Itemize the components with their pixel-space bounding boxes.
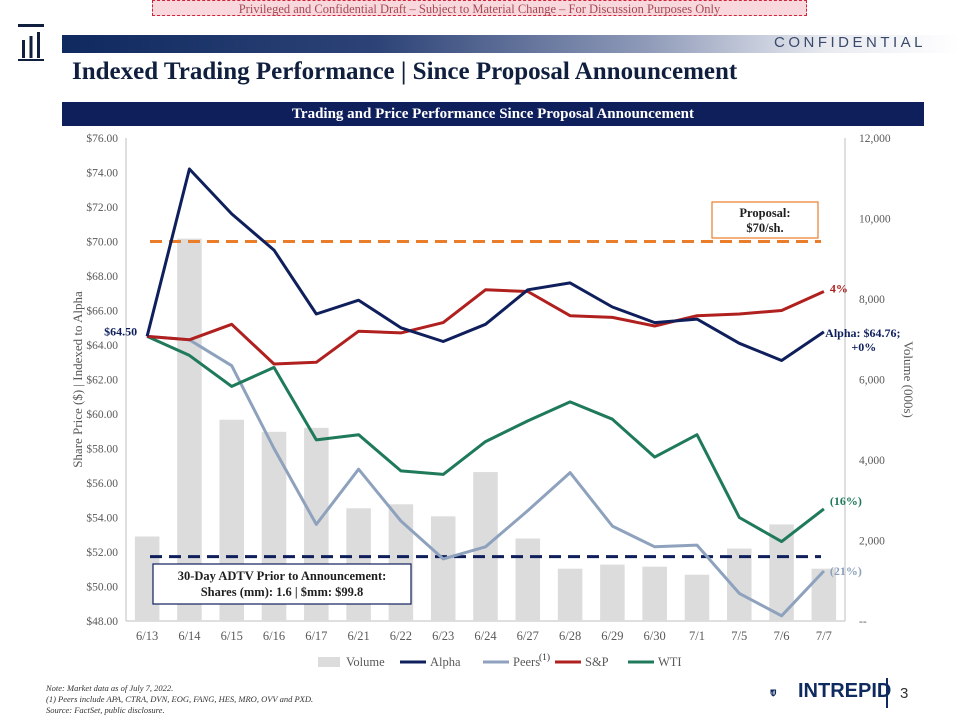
x-tick-label: 6/27	[517, 629, 539, 643]
footnotes: Note: Market data as of July 7, 2022. (1…	[46, 683, 313, 716]
confidential-label: CONFIDENTIAL	[773, 34, 926, 51]
adtv-title: 30-Day ADTV Prior to Announcement:	[178, 569, 387, 583]
chart-legend: Volume Alpha Peers S&P WTI (1)	[318, 652, 682, 669]
section-header: Trading and Price Performance Since Prop…	[62, 102, 924, 126]
x-tick-label: 6/14	[178, 629, 201, 643]
legend-wti-label: WTI	[658, 655, 682, 669]
y-right-tick-label: 10,000	[859, 214, 891, 226]
alpha-end-change: +0%	[851, 340, 876, 354]
sp-line	[146, 288, 825, 366]
x-tick-label: 6/16	[263, 629, 285, 643]
brand-divider	[886, 678, 888, 708]
x-tick-label: 7/1	[689, 629, 705, 643]
y-right-tick-label: 6,000	[859, 375, 885, 387]
proposal-callout-box	[711, 201, 819, 239]
y-left-tick-label: $48.00	[86, 615, 118, 628]
x-tick-label: 7/5	[731, 629, 747, 643]
volume-bar	[557, 568, 583, 621]
legend-peers-label: Peers	[513, 655, 540, 669]
x-tick-label: 6/17	[305, 629, 327, 643]
y-right-tick-label: 4,000	[859, 455, 885, 467]
volume-bar	[600, 564, 625, 621]
x-tick-label: 6/13	[136, 629, 158, 643]
page-title: Indexed Trading Performance | Since Prop…	[72, 58, 738, 85]
legend-volume-swatch	[318, 657, 340, 667]
y-left-tick-label: $64.00	[86, 339, 118, 352]
alpha-end-label: Alpha: $64.76;	[825, 326, 900, 340]
x-tick-label: 6/21	[348, 629, 370, 643]
logo-mark-icon	[18, 24, 44, 61]
legend-peers-footnote: (1)	[539, 652, 550, 663]
volume-bar	[515, 538, 541, 621]
series-lines	[145, 167, 825, 618]
draft-banner: Privileged and Confidential Draft – Subj…	[152, 0, 807, 16]
y-left-tick-label: $76.00	[86, 132, 118, 145]
reference-lines	[150, 240, 821, 559]
y-left-tick-label: $60.00	[86, 408, 118, 421]
y-left-tick-label: $54.00	[86, 512, 118, 525]
y-left-tick-label: $58.00	[86, 443, 118, 456]
y-left-tick-label: $74.00	[86, 167, 118, 180]
x-tick-label: 6/30	[644, 629, 666, 643]
x-tick-label: 6/23	[432, 629, 454, 643]
legend-alpha-label: Alpha	[430, 655, 461, 669]
intrepid-logo-icon	[770, 689, 777, 697]
volume-bar	[684, 574, 710, 621]
x-tick-label: 6/15	[221, 629, 243, 643]
axes: $48.00 $50.00 $52.00 $54.00 $56.00 $58.00 $60.…	[70, 132, 916, 643]
y-right-axis-title: Volume (000s)	[901, 341, 916, 418]
y-left-tick-label: $50.00	[86, 581, 118, 594]
footnote-source: Source: FactSet, public disclosure.	[46, 705, 165, 715]
proposal-value: $70/sh.	[746, 221, 783, 235]
y-left-tick-label: $56.00	[86, 477, 118, 490]
adtv-callout-box	[152, 563, 412, 605]
header-gradient-bar	[62, 35, 960, 53]
y-right-tick-label: 8,000	[859, 294, 885, 306]
volume-bar	[811, 568, 837, 621]
x-tick-label: 7/7	[816, 629, 832, 643]
alpha-line	[145, 167, 825, 362]
x-tick-label: 6/22	[390, 629, 412, 643]
legend-volume-label: Volume	[346, 655, 385, 669]
peers-end-label: (21%)	[830, 564, 862, 578]
y-left-tick-label: $68.00	[86, 270, 118, 283]
sp-end-label: 4%	[830, 282, 848, 296]
x-tick-label: 6/24	[474, 629, 497, 643]
proposal-label: Proposal:	[739, 206, 790, 220]
x-tick-label: 7/6	[774, 629, 790, 643]
y-left-tick-label: $62.00	[86, 374, 118, 387]
annotations: $64.50 Proposal:$70/sh. 4% Alpha: $64.76;+0…	[104, 201, 901, 605]
adtv-values: Shares (mm): 1.6 | $mm: $99.8	[201, 585, 364, 599]
start-value-label: $64.50	[104, 324, 137, 338]
y-right-tick-label: 2,000	[859, 536, 885, 548]
brand-name: INTREPID	[798, 680, 892, 702]
peers-line	[146, 334, 825, 618]
volume-bar	[642, 566, 667, 621]
legend-sp-label: S&P	[585, 655, 609, 669]
trading-performance-chart: $48.00 $50.00 $52.00 $54.00 $56.00 $58.00 $60.…	[70, 132, 916, 669]
y-right-tick-label: 12,000	[859, 133, 891, 145]
y-left-tick-label: $72.00	[86, 201, 118, 214]
wti-line	[146, 335, 825, 544]
volume-bar	[430, 516, 456, 621]
y-left-axis-title: Share Price ($) | Indexed to Alpha	[70, 291, 85, 468]
x-tick-label: 6/29	[601, 629, 623, 643]
footnote-note: Note: Market data as of July 7, 2022.	[46, 683, 174, 693]
wti-end-label: (16%)	[830, 494, 862, 508]
footnote-peers: (1) Peers include APA, CTRA, DVN, EOG, F…	[46, 694, 314, 704]
page-number: 3	[900, 685, 909, 702]
y-right-tick-label: --	[859, 616, 867, 628]
y-left-tick-label: $66.00	[86, 305, 118, 318]
y-left-tick-label: $70.00	[86, 236, 118, 249]
y-left-tick-label: $52.00	[86, 546, 118, 559]
x-tick-label: 6/28	[559, 629, 581, 643]
